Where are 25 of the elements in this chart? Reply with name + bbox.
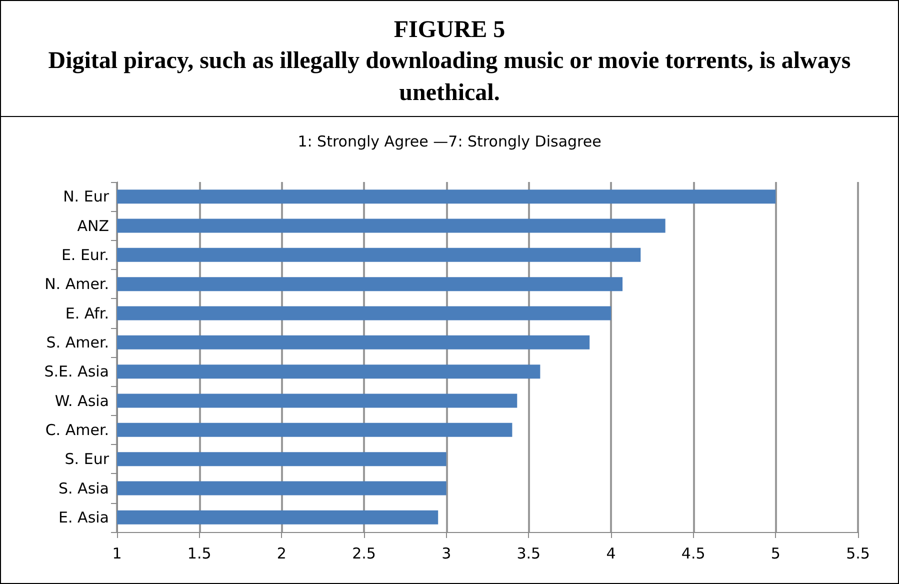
y-tick-label: N. Amer. <box>44 275 109 294</box>
y-tick-label: ANZ <box>77 216 109 235</box>
x-tick-label: 1 <box>112 544 122 562</box>
y-tick-label: S. Eur <box>64 450 110 468</box>
x-tick-label: 4 <box>606 544 616 562</box>
x-tick-label: 2.5 <box>352 544 376 562</box>
y-tick-label: S. Amer. <box>46 333 109 352</box>
y-tick-label: W. Asia <box>54 392 109 410</box>
y-tick-label: E. Afr. <box>65 304 109 322</box>
x-tick-label: 2 <box>276 544 286 562</box>
y-tick-label: E. Asia <box>58 508 109 526</box>
y-tick-label: N. Eur <box>63 188 110 206</box>
y-tick-label: C. Amer. <box>45 420 109 439</box>
chart-subtitle: Digital piracy, such as illegally downloading music or movie torrents, is always unethical. <box>47 47 852 108</box>
x-tick-label: 5 <box>770 544 780 562</box>
x-tick-label: 3.5 <box>516 544 541 562</box>
y-tick-label: S. Asia <box>58 479 109 498</box>
text: 1: Strongly Agree —7: Strongly Disagree <box>298 132 602 150</box>
x-tick-label: 5.5 <box>846 544 870 562</box>
y-tick-label: E. Eur. <box>61 246 109 264</box>
x-tick-label: 3 <box>442 544 452 562</box>
chart-title: FIGURE 5 <box>392 16 506 45</box>
y-tick-label: S.E. Asia <box>44 362 109 381</box>
x-tick-label: 4.5 <box>681 544 706 562</box>
x-tick-label: 1.5 <box>187 544 212 562</box>
